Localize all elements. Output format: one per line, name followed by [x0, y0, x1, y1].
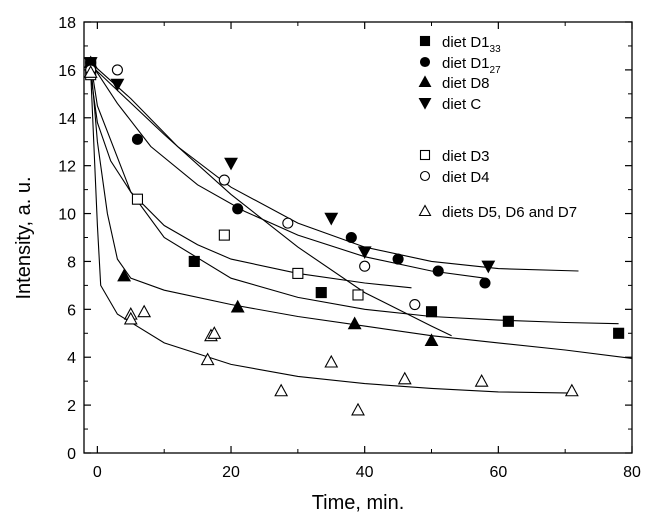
legend-marker: [418, 204, 432, 217]
y-tick-label: 16: [58, 63, 76, 80]
fit-line-series-3: [90, 62, 579, 272]
data-point-series-3: [324, 212, 339, 226]
data-point-series-1: [392, 253, 404, 265]
x-tick-label: 40: [356, 464, 374, 481]
legend-label: diet D4: [442, 169, 490, 186]
data-point-series-3: [110, 78, 125, 92]
data-point-series-6: [564, 383, 579, 397]
data-point-series-6: [351, 402, 365, 416]
data-point-series-4: [292, 267, 304, 279]
data-point-series-4: [352, 289, 364, 301]
data-point-series-1: [131, 133, 144, 145]
data-point-series-6: [207, 326, 222, 339]
data-point-series-2: [424, 333, 439, 347]
data-point-series-5: [282, 217, 294, 229]
data-point-series-6: [274, 383, 289, 397]
y-tick-label: 18: [58, 15, 76, 32]
legend-subscript: 33: [490, 44, 502, 55]
data-point-series-6: [83, 65, 98, 78]
data-point-series-5: [111, 64, 123, 76]
fit-line-series-2: [90, 62, 633, 359]
y-tick-label: 12: [58, 159, 76, 176]
y-tick-label: 4: [67, 350, 76, 367]
data-point-series-5: [409, 298, 421, 311]
x-tick-label: 20: [222, 464, 240, 481]
data-point-series-3: [83, 57, 98, 70]
x-axis-label: Time, min.: [312, 492, 405, 514]
data-point-series-0: [315, 287, 327, 299]
data-point-series-3: [481, 260, 496, 274]
data-point-series-2: [117, 268, 132, 282]
data-point-series-0: [188, 255, 200, 267]
data-point-series-1: [479, 277, 491, 289]
data-point-series-3: [224, 157, 238, 171]
legend-marker: [419, 56, 431, 68]
data-point-series-6: [474, 374, 489, 387]
x-tick-label: 80: [623, 464, 641, 481]
plot-frame: [83, 21, 633, 454]
data-point-series-6: [324, 354, 339, 368]
x-tick-label: 0: [93, 464, 102, 481]
fit-line-series-5: [90, 64, 452, 337]
x-tick-label: 60: [489, 464, 507, 481]
data-point-series-6: [137, 304, 152, 318]
legend-label: diets D5, D6 and D7: [442, 204, 577, 221]
y-tick-label: 10: [58, 207, 76, 224]
legend-subscript: 27: [490, 65, 502, 76]
data-point-series-5: [359, 260, 371, 272]
legend-label: diet D3: [442, 148, 490, 165]
fit-line-series-0: [90, 62, 619, 325]
data-point-series-0: [502, 315, 514, 327]
data-point-series-2: [230, 299, 245, 313]
legend-label: diet D127: [442, 55, 501, 76]
fit-line-series-1: [90, 62, 486, 279]
legend-marker: [418, 97, 432, 110]
data-point-series-6: [123, 311, 138, 325]
legend-marker: [419, 35, 431, 47]
legend-marker: [419, 170, 431, 182]
data-point-series-6: [397, 371, 412, 385]
y-tick-label: 8: [67, 254, 76, 271]
data-point-series-0: [613, 327, 625, 339]
data-point-series-4: [218, 229, 230, 241]
y-tick-label: 0: [67, 446, 76, 463]
legend-label: diet C: [442, 96, 481, 113]
legend-marker: [419, 149, 431, 161]
y-tick-label: 2: [67, 398, 76, 415]
legend-label: diet D133: [442, 34, 501, 55]
data-point-series-6: [200, 352, 215, 366]
data-point-series-1: [432, 265, 444, 277]
data-point-series-4: [131, 193, 144, 205]
data-point-series-2: [347, 316, 362, 330]
y-tick-label: 14: [58, 111, 76, 128]
legend-label: diet D8: [442, 75, 490, 92]
fit-line-series-4: [90, 74, 412, 289]
data-point-series-3: [357, 246, 372, 260]
data-point-series-1: [345, 231, 357, 244]
legend-marker: [418, 75, 432, 88]
y-axis-label: Intensity, a. u.: [13, 176, 35, 299]
data-point-series-1: [232, 203, 244, 215]
y-tick-label: 6: [67, 302, 76, 319]
data-point-series-5: [218, 174, 230, 186]
fit-line-series-6: [90, 72, 572, 394]
data-point-series-0: [425, 306, 438, 318]
